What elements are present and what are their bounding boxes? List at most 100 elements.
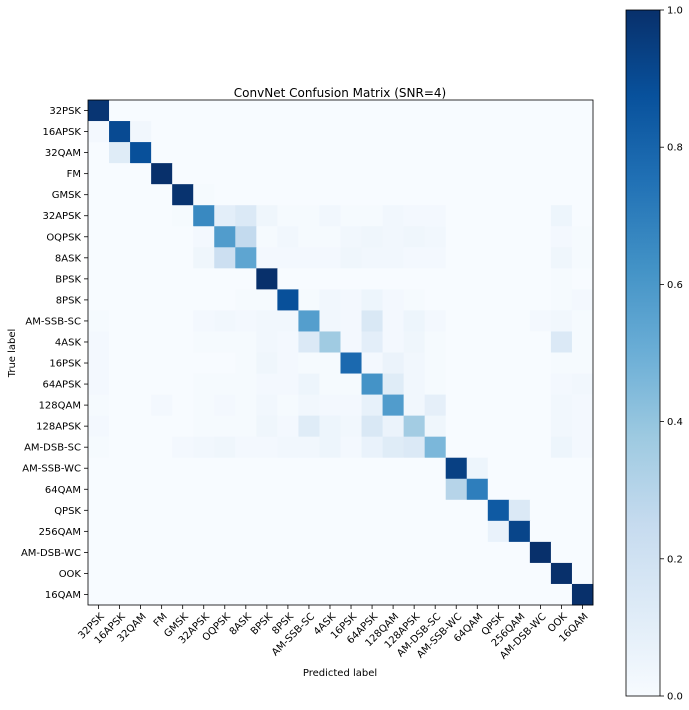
y-axis-label: True label — [7, 329, 18, 379]
heatmap-cell — [193, 562, 215, 585]
x-axis-label: Predicted label — [303, 668, 377, 679]
heatmap-cell — [571, 331, 594, 353]
heatmap-cell — [340, 436, 362, 459]
heatmap-cell — [130, 415, 152, 438]
heatmap-cell — [214, 247, 236, 269]
heatmap-cell — [109, 457, 131, 480]
heatmap-cell — [277, 541, 299, 564]
heatmap-cell — [550, 373, 573, 395]
heatmap-cell — [550, 205, 573, 227]
heatmap-cell — [550, 331, 573, 353]
heatmap-cell — [88, 352, 110, 374]
heatmap-cell — [466, 100, 489, 122]
heatmap-cell — [151, 541, 173, 564]
heatmap-cell — [151, 310, 173, 332]
heatmap-cell — [172, 541, 194, 564]
heatmap-cell — [361, 352, 383, 374]
heatmap-cell — [151, 562, 173, 585]
heatmap-cell — [445, 583, 468, 606]
heatmap-cell — [550, 583, 573, 606]
heatmap-cell — [529, 373, 552, 395]
heatmap-cell — [277, 247, 299, 269]
heatmap-cell — [487, 289, 510, 311]
heatmap-cell — [550, 100, 573, 122]
heatmap-cell — [340, 457, 362, 480]
heatmap-cell — [130, 478, 152, 501]
heatmap-cell — [424, 394, 447, 417]
heatmap-cell — [466, 184, 489, 206]
heatmap-cell — [571, 226, 594, 248]
heatmap-cell — [466, 499, 489, 522]
x-tick-label: 8ASK — [228, 611, 255, 638]
heatmap-cell — [193, 457, 215, 480]
heatmap-cell — [109, 163, 131, 185]
colorbar-tick-label: 0.2 — [667, 554, 683, 565]
y-tick-label: AM-DSB-SC — [24, 443, 81, 454]
y-tick-label: 128QAM — [39, 401, 81, 412]
heatmap-cell — [550, 541, 573, 564]
heatmap-cell — [445, 184, 468, 206]
heatmap-cell — [235, 205, 257, 227]
heatmap-cell — [424, 562, 447, 585]
heatmap-cell — [214, 373, 236, 395]
heatmap-cell — [277, 205, 299, 227]
heatmap-cell — [193, 331, 215, 353]
heatmap-cell — [382, 478, 405, 501]
heatmap-cell — [403, 247, 426, 269]
heatmap-cell — [466, 163, 489, 185]
heatmap-cell — [151, 457, 173, 480]
y-tick-label: AM-DSB-WC — [21, 548, 81, 559]
heatmap-cell — [424, 415, 447, 438]
heatmap-cell — [424, 583, 447, 606]
heatmap-cell — [172, 457, 194, 480]
heatmap-cell — [151, 142, 173, 164]
heatmap-cell — [172, 226, 194, 248]
heatmap-cell — [214, 100, 236, 122]
y-tick-label: 128APSK — [36, 422, 81, 433]
y-tick-label: GMSK — [52, 190, 82, 201]
heatmap-cell — [235, 310, 257, 332]
heatmap-cell — [424, 457, 447, 480]
heatmap-cell — [151, 415, 173, 438]
heatmap-cell — [256, 163, 278, 185]
heatmap-cell — [193, 541, 215, 564]
heatmap-cell — [277, 142, 299, 164]
heatmap-cell — [151, 184, 173, 206]
heatmap-cell — [88, 373, 110, 395]
heatmap-cell — [445, 541, 468, 564]
heatmap-cell — [298, 478, 320, 501]
heatmap-cells — [88, 100, 594, 606]
heatmap-cell — [214, 499, 236, 522]
heatmap-cell — [130, 331, 152, 353]
heatmap-cell — [508, 100, 531, 122]
heatmap-cell — [508, 373, 531, 395]
heatmap-cell — [487, 373, 510, 395]
heatmap-cell — [130, 541, 152, 564]
heatmap-cell — [340, 583, 362, 606]
heatmap-cell — [403, 499, 426, 522]
heatmap-cell — [109, 310, 131, 332]
heatmap-cell — [256, 457, 278, 480]
heatmap-cell — [214, 394, 236, 417]
heatmap-cell — [172, 205, 194, 227]
heatmap-cell — [487, 478, 510, 501]
y-tick-label: 32APSK — [42, 211, 81, 222]
heatmap-cell — [424, 436, 447, 459]
heatmap-cell — [235, 331, 257, 353]
heatmap-cell — [256, 121, 278, 143]
heatmap-cell — [277, 226, 299, 248]
heatmap-cell — [487, 205, 510, 227]
heatmap-cell — [88, 436, 110, 459]
heatmap-cell — [403, 289, 426, 311]
heatmap-cell — [550, 142, 573, 164]
heatmap-cell — [361, 247, 383, 269]
heatmap-cell — [571, 436, 594, 459]
heatmap-cell — [529, 184, 552, 206]
heatmap-cell — [403, 415, 426, 438]
heatmap-cell — [109, 583, 131, 606]
heatmap-cell — [298, 499, 320, 522]
heatmap-cell — [172, 478, 194, 501]
heatmap-cell — [193, 373, 215, 395]
heatmap-cell — [88, 331, 110, 353]
y-tick-label: 4ASK — [55, 337, 82, 348]
